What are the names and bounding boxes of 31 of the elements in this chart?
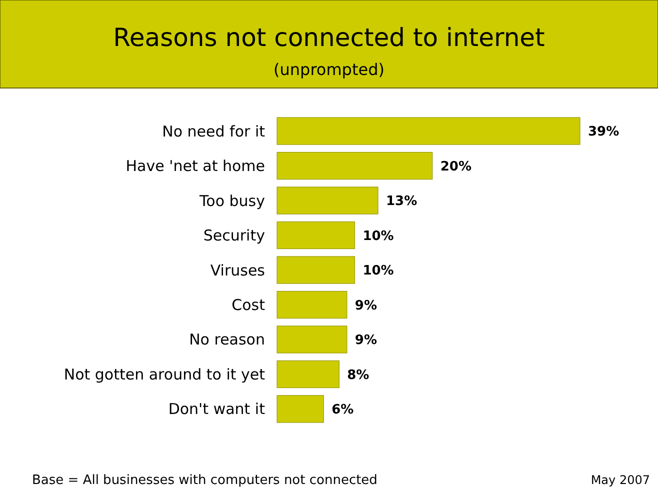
y-tick-label: No reason — [189, 330, 265, 349]
bar — [276, 326, 348, 354]
data-label: 9% — [354, 333, 377, 348]
text: Base = All businesses with computers not connected — [32, 473, 378, 488]
y-tick-label: Not gotten around to it yet — [64, 365, 266, 384]
data-label: 6% — [332, 402, 354, 418]
y-tick-label: No need for it — [162, 122, 266, 140]
y-tick-label: Don't want it — [168, 400, 266, 418]
chart-subtitle: (unprompted) — [274, 60, 384, 79]
bar — [276, 186, 378, 214]
data-label: 20% — [440, 159, 472, 174]
y-tick-label: Cost — [232, 296, 266, 314]
y-tick-label: Viruses — [210, 261, 266, 280]
data-label: 8% — [347, 368, 370, 383]
bar — [276, 395, 324, 423]
data-label: 10% — [362, 264, 394, 279]
data-label: 10% — [362, 228, 394, 244]
bar — [276, 117, 580, 145]
bar — [276, 256, 355, 284]
data-label: 39% — [588, 124, 620, 140]
text: May 2007 — [590, 473, 650, 487]
y-tick-label: Too busy — [198, 192, 266, 210]
data-label: 13% — [386, 194, 418, 210]
chart-title: Reasons not connected to internet — [113, 23, 546, 52]
y-tick-label: Have 'net at home — [126, 157, 265, 176]
y-tick-label: Security — [203, 226, 266, 245]
bar — [276, 221, 355, 250]
bar — [276, 290, 348, 319]
data-label: 9% — [354, 298, 377, 314]
bar — [276, 360, 340, 388]
bar — [276, 152, 433, 180]
